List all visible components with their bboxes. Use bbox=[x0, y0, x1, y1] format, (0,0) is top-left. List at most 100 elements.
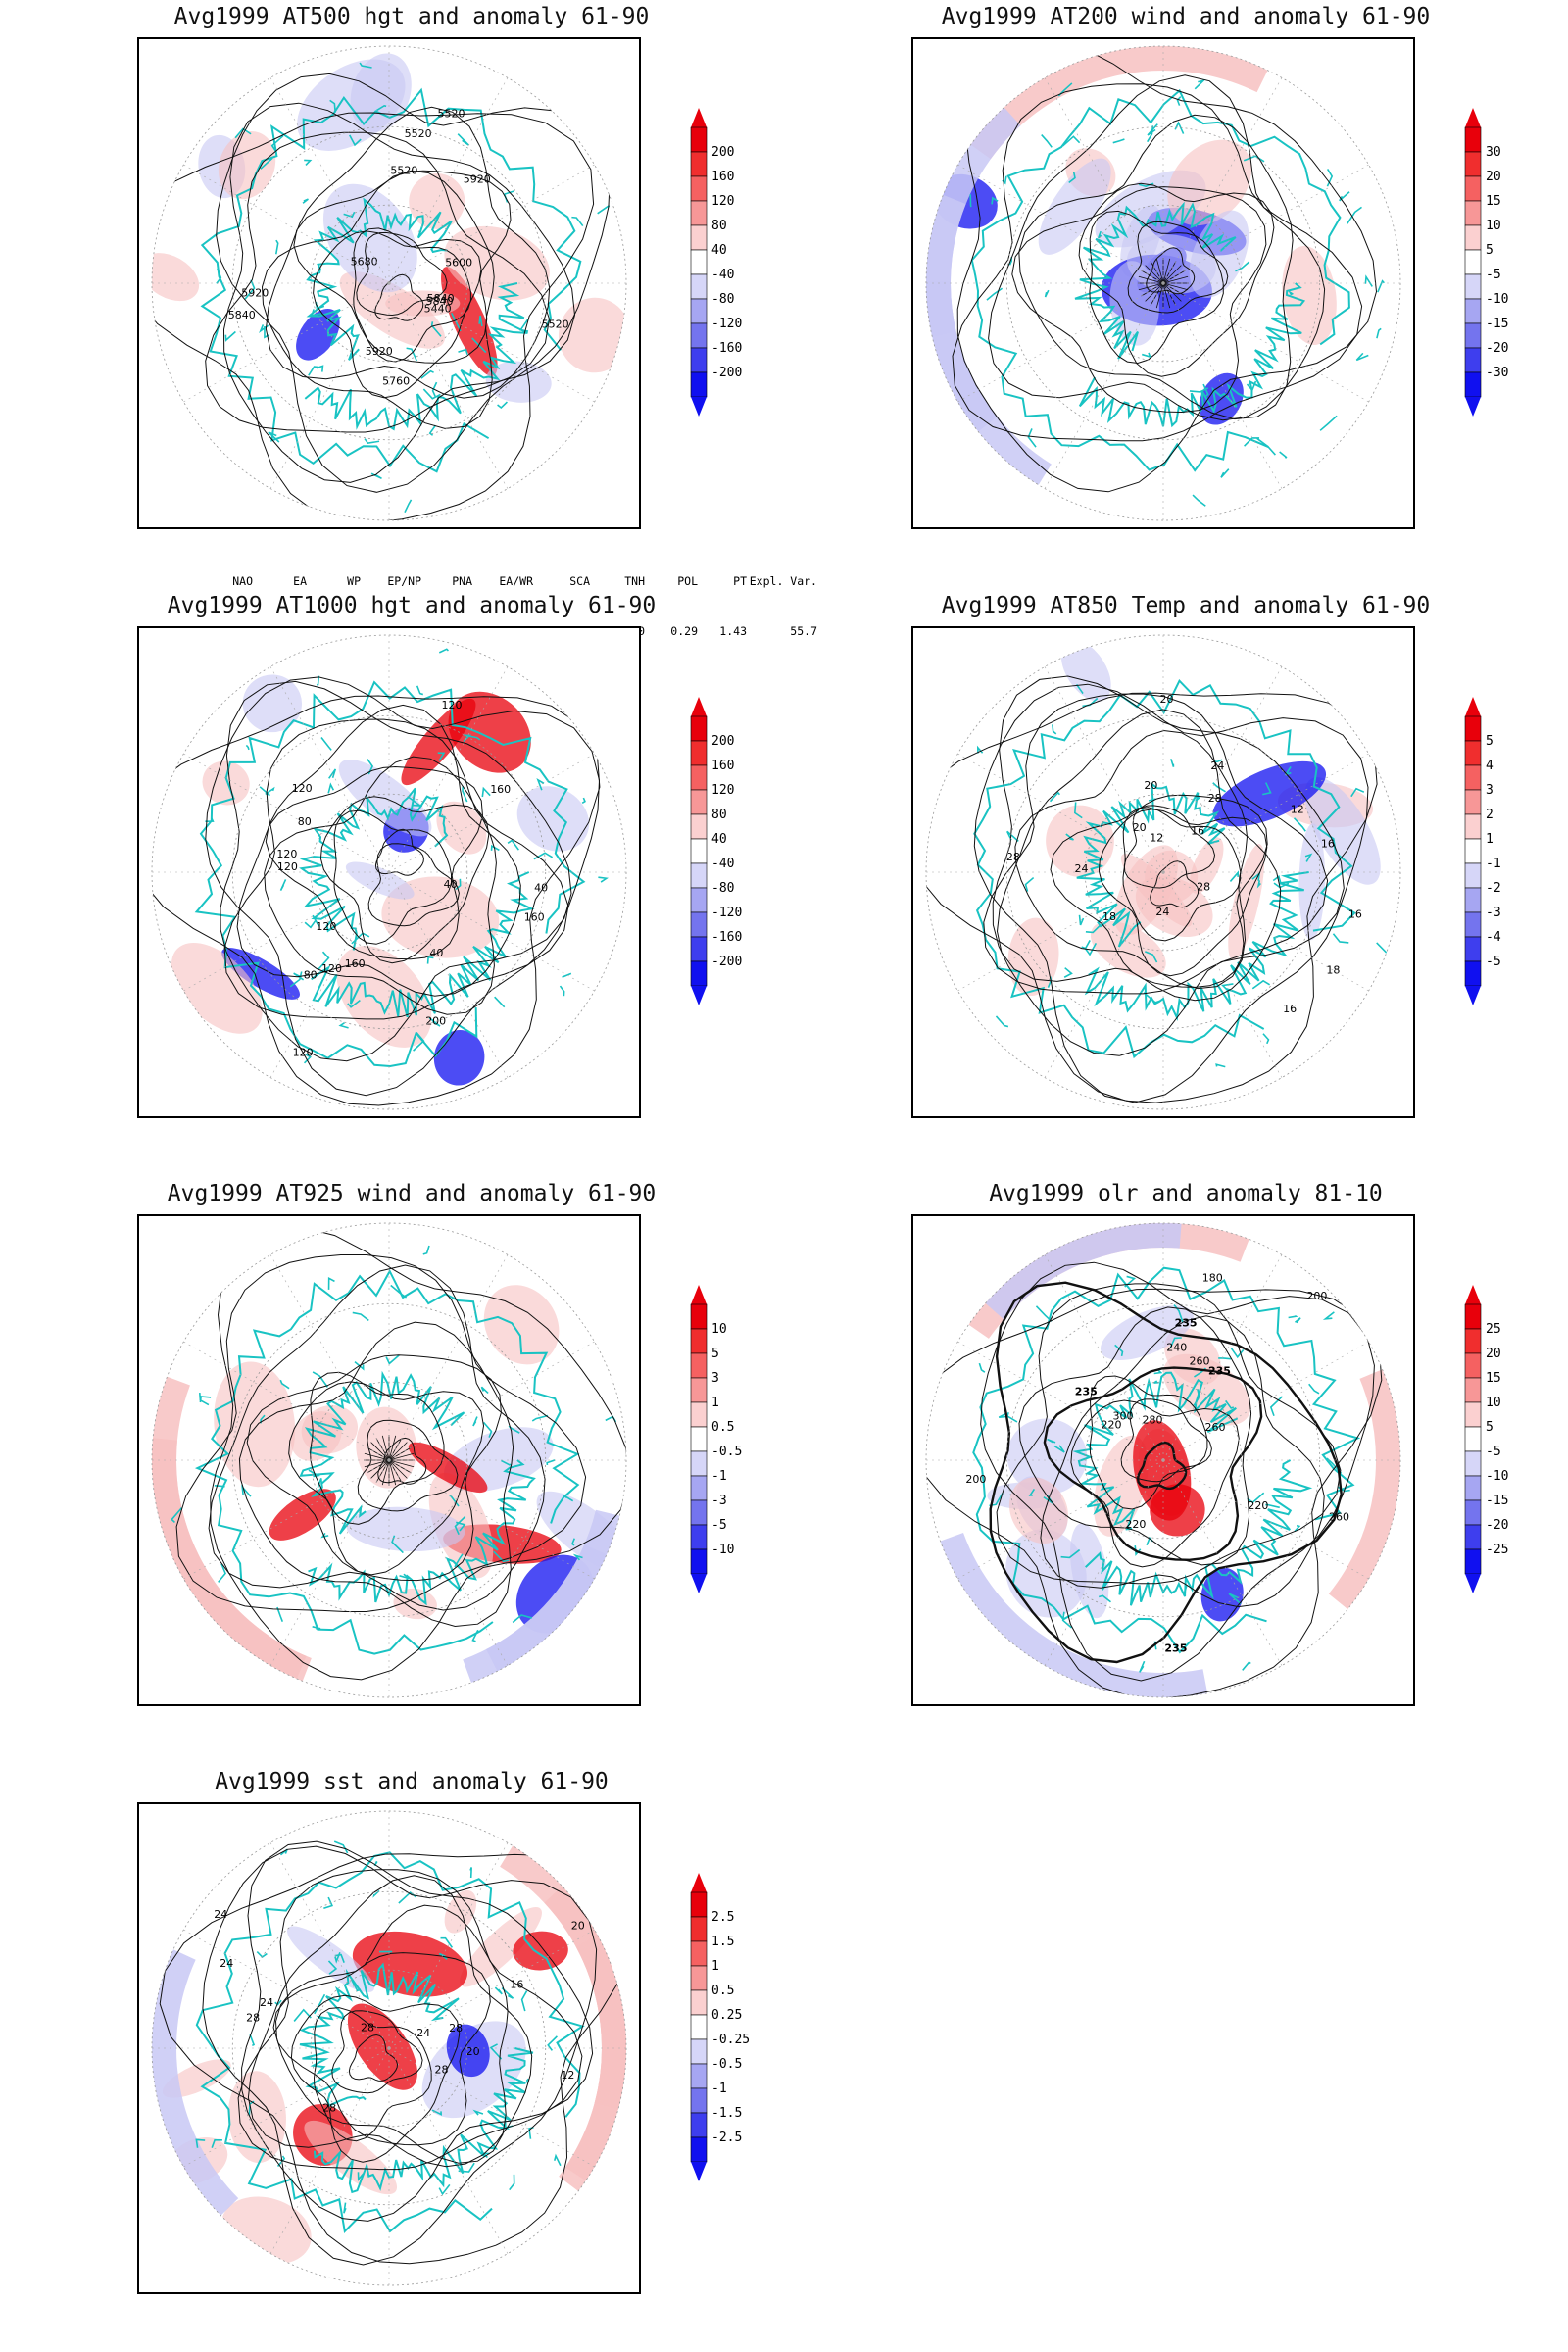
colorbar-segment bbox=[690, 224, 708, 251]
contour-line bbox=[152, 695, 601, 1106]
coastline-fragment bbox=[978, 1362, 986, 1373]
contour-line bbox=[973, 683, 1369, 1103]
contour-line bbox=[1120, 1398, 1212, 1483]
colorbar-segment bbox=[690, 1891, 708, 1918]
colorbar-tick-label: -5 bbox=[1486, 268, 1501, 282]
contour-label: 300 bbox=[1113, 1410, 1134, 1423]
colorbar-segment bbox=[1464, 1401, 1482, 1428]
coastline-fragment bbox=[1075, 683, 1084, 695]
coastline-fragment bbox=[490, 844, 500, 852]
colorbar-bottom-arrow bbox=[1465, 1574, 1481, 1593]
colorbar-segment bbox=[690, 126, 708, 153]
coastline-fragment bbox=[308, 1469, 321, 1478]
coastline-fragment bbox=[1262, 1033, 1270, 1045]
coastline-fragment bbox=[598, 876, 609, 883]
coastline-fragment bbox=[1304, 853, 1313, 862]
coastline-fragment bbox=[1098, 1594, 1111, 1603]
colorbar-tick-label: 30 bbox=[1486, 145, 1501, 160]
coastline-fragment bbox=[399, 1573, 411, 1580]
coastline bbox=[1078, 282, 1306, 428]
coastline-fragment bbox=[1294, 1524, 1301, 1533]
colorbar-segment bbox=[1464, 175, 1482, 202]
coastline-fragment bbox=[1218, 1357, 1232, 1360]
contour-label: 24 bbox=[214, 1908, 227, 1921]
meridian-line bbox=[270, 282, 390, 489]
anomaly-shading bbox=[152, 253, 200, 302]
colorbar: 200 160 120 80 40 -40 -80 -120 -160 -200 bbox=[681, 108, 828, 421]
coastline-fragment bbox=[1044, 289, 1050, 298]
anomaly-shading bbox=[336, 946, 432, 1048]
coastline-fragment bbox=[547, 2035, 558, 2051]
coastline-fragment bbox=[373, 1860, 378, 1867]
colorbar-segment bbox=[690, 1940, 708, 1967]
contour-line bbox=[1122, 807, 1242, 942]
coastline-fragment bbox=[241, 1484, 252, 1497]
colorbar-segment bbox=[690, 1450, 708, 1477]
contour-line bbox=[274, 1904, 509, 2164]
colorbar-segment bbox=[690, 1499, 708, 1526]
anomaly-band bbox=[485, 1509, 621, 1673]
colorbar-tick-label: 5 bbox=[1486, 734, 1494, 749]
coastline-fragment bbox=[998, 1412, 1007, 1419]
coastline-fragment bbox=[1141, 352, 1152, 359]
coastline-fragment bbox=[354, 1361, 365, 1371]
coastline-fragment bbox=[426, 956, 434, 964]
contour-label: 200 bbox=[425, 1014, 446, 1027]
meridian-line bbox=[1044, 1254, 1164, 1461]
anomaly-shading bbox=[269, 1489, 336, 1541]
coastline-fragment bbox=[969, 194, 972, 208]
colorbar-segment bbox=[1464, 126, 1482, 153]
contour-line bbox=[205, 676, 601, 1097]
colorbar-tick-label: -4 bbox=[1486, 930, 1501, 945]
contour-line bbox=[333, 809, 452, 945]
coastline-fragment bbox=[218, 1563, 226, 1583]
contour-line bbox=[1098, 808, 1268, 977]
coastline-fragment bbox=[1176, 96, 1182, 106]
contour-line bbox=[996, 1283, 1342, 1585]
coastline bbox=[970, 88, 1350, 472]
coastline-fragment bbox=[1112, 138, 1125, 144]
coastline-fragment bbox=[581, 797, 586, 805]
latitude-circle bbox=[231, 1302, 547, 1618]
coastline-fragment bbox=[462, 786, 468, 803]
colorbar-tick-label: 120 bbox=[711, 783, 734, 798]
contour-label: 16 bbox=[1191, 825, 1204, 838]
contour-label: 18 bbox=[1326, 964, 1340, 977]
colorbar-segment bbox=[690, 911, 708, 938]
streamline bbox=[1162, 275, 1189, 284]
coastline-fragment bbox=[1332, 933, 1349, 944]
meridian-line bbox=[388, 77, 509, 284]
tele-header: TNH bbox=[624, 574, 645, 588]
meridian-line bbox=[1044, 871, 1164, 1078]
streamline bbox=[1162, 258, 1171, 284]
anomaly-band bbox=[984, 1223, 1182, 1320]
meridian-line bbox=[1162, 666, 1283, 873]
coastline-fragment bbox=[406, 347, 417, 362]
anomaly-band bbox=[564, 1934, 626, 2181]
coastline-fragment bbox=[349, 134, 362, 147]
coastline-fragment bbox=[1195, 792, 1200, 802]
coastline-fragment bbox=[1193, 1389, 1200, 1406]
coastline-fragment bbox=[312, 1371, 328, 1388]
anomaly-shading bbox=[322, 183, 417, 293]
coastline-fragment bbox=[520, 1990, 528, 2012]
colorbar-segment bbox=[1464, 1524, 1482, 1550]
streamline bbox=[1155, 258, 1164, 284]
anomaly-shading bbox=[218, 131, 276, 200]
coastline-fragment bbox=[216, 268, 222, 284]
colorbar-tick-label: 160 bbox=[711, 759, 734, 773]
contour-line bbox=[348, 2034, 399, 2082]
contour-label: 16 bbox=[510, 1978, 523, 1990]
streamline bbox=[1011, 186, 1267, 414]
meridian-line bbox=[270, 1842, 390, 2049]
colorbar-tick-label: -200 bbox=[711, 955, 742, 969]
coastline-fragment bbox=[1230, 1347, 1245, 1359]
contour-line bbox=[1123, 805, 1216, 889]
coastline-fragment bbox=[274, 1999, 282, 2006]
coastline-fragment bbox=[338, 1022, 349, 1029]
contour-label: 5840 bbox=[426, 295, 454, 308]
coastline-fragment bbox=[293, 2008, 312, 2022]
colorbar-top-arrow bbox=[1465, 1285, 1481, 1304]
colorbar-tick-label: 200 bbox=[711, 145, 734, 160]
meridian-line bbox=[270, 77, 390, 284]
